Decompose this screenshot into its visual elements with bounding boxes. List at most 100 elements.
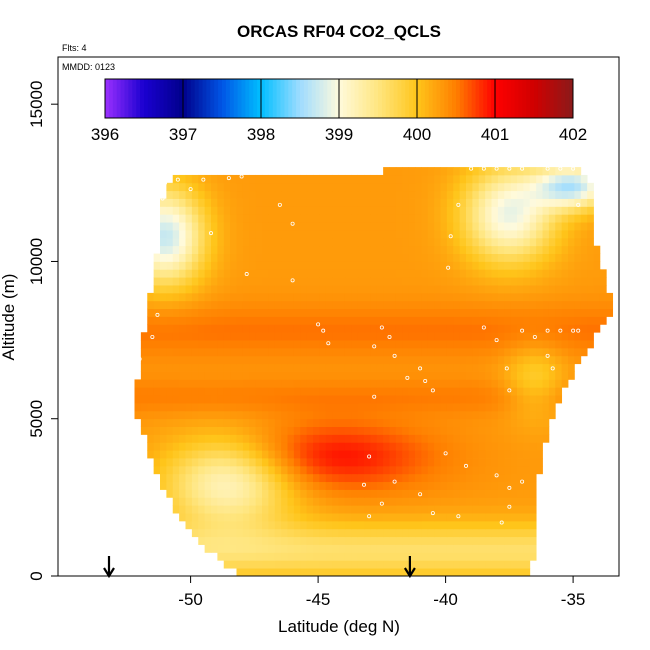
heatmap-cell (191, 363, 199, 372)
heatmap-cell (287, 379, 295, 388)
sample-point (160, 196, 165, 201)
heatmap-cell (236, 230, 244, 239)
heatmap-cell (580, 206, 588, 215)
heatmap-cell (427, 497, 435, 506)
heatmap-cell (459, 277, 467, 286)
heatmap-cell (313, 347, 320, 357)
heatmap-cell (262, 520, 269, 530)
heatmap-cell (485, 167, 492, 176)
heatmap-cell (217, 190, 225, 199)
heatmap-cell (325, 300, 333, 310)
heatmap-cell (485, 316, 492, 325)
heatmap-cell (536, 190, 543, 199)
heatmap-cell (395, 206, 403, 215)
heatmap-cell (211, 371, 218, 380)
heatmap-cell (402, 497, 410, 506)
heatmap-cell (415, 473, 422, 483)
heatmap-cell (147, 347, 155, 357)
heatmap-cell (147, 434, 155, 443)
heatmap-cell (293, 355, 301, 365)
heatmap-cell (427, 316, 435, 325)
heatmap-cell (485, 206, 492, 215)
heatmap-cell (268, 568, 276, 576)
heatmap-cell (370, 528, 378, 538)
heatmap-cell (236, 442, 244, 451)
heatmap-cell (160, 371, 167, 380)
heatmap-cell (485, 473, 492, 483)
heatmap-cell (497, 237, 505, 247)
heatmap-cell (383, 418, 390, 427)
heatmap-cell (268, 426, 276, 435)
heatmap-cell (160, 245, 167, 254)
heatmap-cell (338, 560, 346, 569)
heatmap-cell (427, 552, 435, 561)
heatmap-cell (191, 277, 199, 286)
heatmap-cell (217, 292, 225, 302)
heatmap-cell (211, 206, 218, 215)
heatmap-cell (408, 316, 416, 325)
heatmap-cell (281, 434, 288, 443)
heatmap-cell (268, 410, 276, 420)
heatmap-cell (421, 426, 429, 435)
heatmap-cell (491, 458, 499, 467)
heatmap-cell (134, 403, 142, 412)
heatmap-cell (574, 308, 582, 317)
heatmap-cell (153, 261, 161, 270)
heatmap-cell (548, 379, 556, 388)
heatmap-cell (268, 269, 276, 278)
heatmap-cell (497, 371, 505, 380)
heatmap-cell (491, 190, 499, 199)
heatmap-cell (599, 316, 607, 325)
heatmap-cell (325, 277, 333, 286)
heatmap-cell (408, 277, 416, 286)
heatmap-cell (427, 332, 435, 341)
heatmap-cell (249, 552, 257, 561)
colorbar-strip (350, 79, 356, 118)
heatmap-cell (306, 222, 314, 231)
heatmap-cell (255, 308, 263, 317)
heatmap-cell (364, 182, 371, 192)
heatmap-cell (446, 214, 454, 223)
heatmap-cell (555, 206, 563, 215)
heatmap-cell (434, 198, 441, 207)
heatmap-cell (529, 214, 537, 223)
heatmap-cell (281, 395, 288, 404)
heatmap-cell (440, 387, 448, 396)
heatmap-cell (472, 442, 480, 451)
heatmap-cell (440, 426, 448, 435)
heatmap-cell (389, 458, 397, 467)
heatmap-cell (453, 285, 461, 294)
heatmap-cell (542, 237, 550, 247)
heatmap-cell (453, 442, 461, 451)
heatmap-cell (485, 285, 492, 294)
heatmap-cell (274, 418, 282, 427)
heatmap-cell (249, 308, 257, 317)
heatmap-cell (204, 285, 212, 294)
heatmap-cell (236, 198, 244, 207)
heatmap-cell (338, 237, 346, 247)
heatmap-cell (185, 371, 193, 380)
heatmap-cell (223, 473, 231, 483)
heatmap-cell (478, 347, 486, 357)
heatmap-cell (517, 230, 524, 239)
heatmap-cell (389, 237, 397, 247)
heatmap-cell (568, 355, 575, 365)
heatmap-cell (255, 371, 263, 380)
heatmap-cell (268, 230, 276, 239)
heatmap-cell (160, 481, 167, 490)
heatmap-cell (332, 347, 339, 357)
heatmap-cell (211, 418, 218, 427)
sample-point (545, 328, 550, 333)
heatmap-cell (325, 489, 333, 498)
heatmap-cell (478, 458, 486, 467)
heatmap-cell (568, 237, 575, 247)
heatmap-cell (402, 528, 410, 538)
heatmap-cell (542, 340, 550, 349)
heatmap-cell (478, 473, 486, 483)
heatmap-cell (249, 174, 257, 184)
heatmap-cell (306, 513, 314, 522)
heatmap-cell (211, 465, 218, 475)
heatmap-cell (504, 316, 512, 325)
heatmap-cell (593, 269, 601, 278)
heatmap-cell (364, 324, 371, 333)
